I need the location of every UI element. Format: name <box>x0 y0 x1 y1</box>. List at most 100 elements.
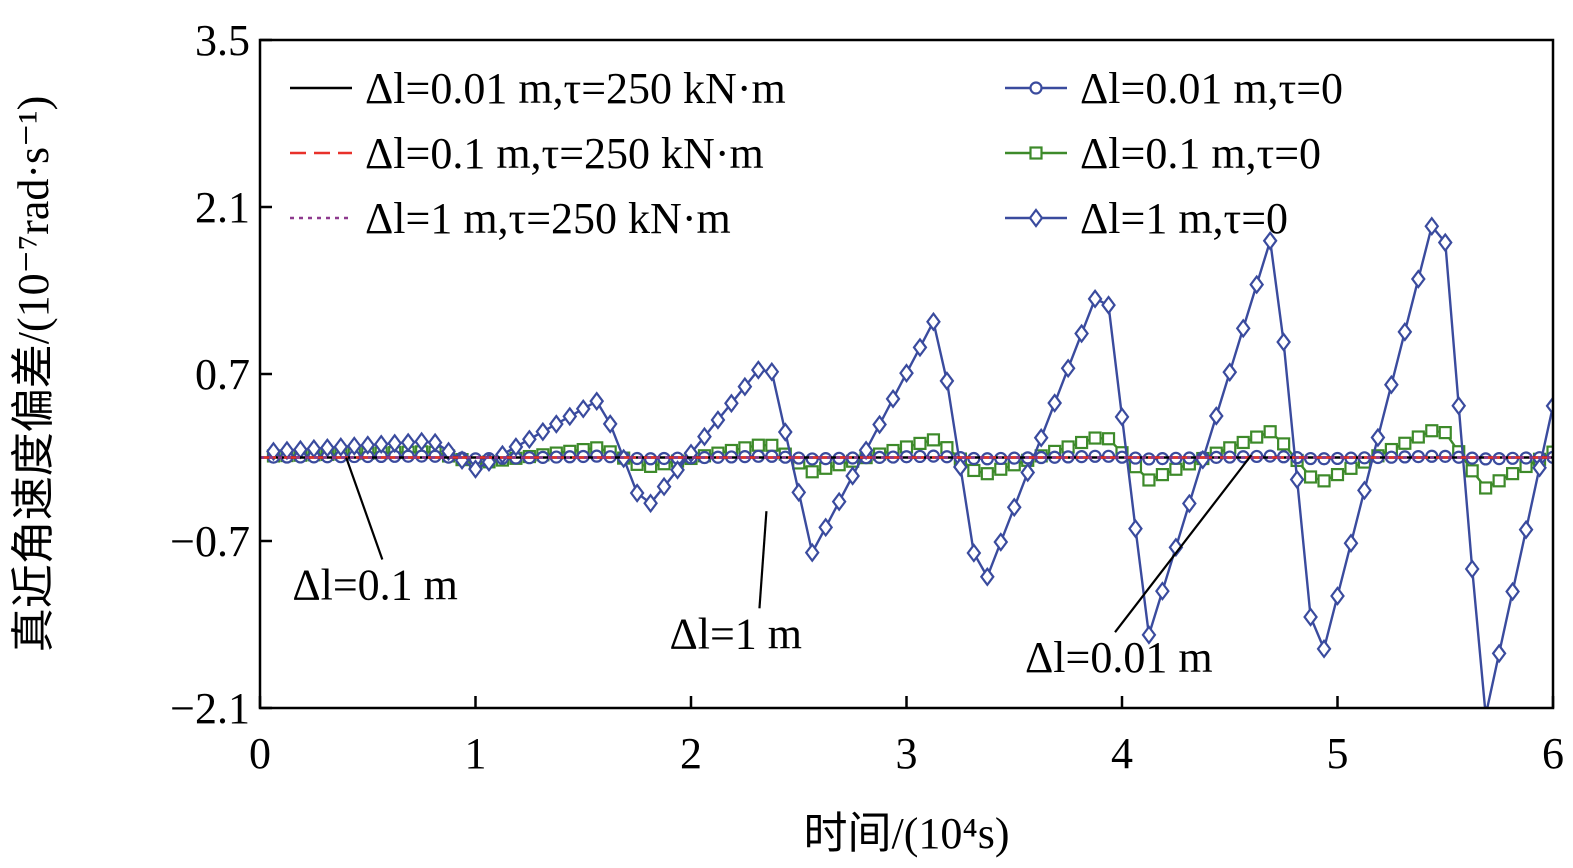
series-5-point <box>1330 586 1345 606</box>
series-4-point <box>1155 468 1170 482</box>
series-4-point <box>1263 425 1277 439</box>
series-4-point <box>1142 473 1156 487</box>
series-5-point <box>1316 639 1332 659</box>
legend-item: Δl=0.01 m,τ=250 kN·m <box>290 64 786 113</box>
series-5-point <box>724 393 739 414</box>
legend-label: Δl=0.01 m,τ=0 <box>1080 64 1343 113</box>
series-5-point <box>1006 497 1022 518</box>
series-5-point <box>1276 332 1291 352</box>
legend-item: Δl=0.1 m,τ=250 kN·m <box>290 129 764 178</box>
series-5-point <box>791 482 807 503</box>
series-5-point <box>1532 457 1547 478</box>
series-5-point <box>845 466 860 486</box>
series-5-point <box>670 460 685 480</box>
series-3-point <box>980 452 994 466</box>
series-3-point <box>1425 449 1439 463</box>
y-axis-title: 真近角速度偏差/(10⁻⁷rad·s⁻¹) <box>9 96 58 652</box>
series-3-point <box>1317 452 1331 466</box>
series-5-point <box>548 414 564 434</box>
x-tick-label: 6 <box>1542 729 1564 778</box>
axis-ticks: 0 1 2 3 4 5 6 3.5 2.1 0.7 −0.7 −2.1 <box>170 16 1564 778</box>
series-5-point <box>1047 393 1063 413</box>
series-4-point <box>1088 431 1102 445</box>
series-5-point <box>656 476 672 497</box>
series-4-point <box>1317 474 1331 488</box>
series-5-point <box>1451 395 1467 416</box>
series-4-point <box>967 463 981 478</box>
x-tick-label: 3 <box>896 729 918 778</box>
series-5-point <box>1101 295 1116 315</box>
series-4-point <box>1303 470 1318 484</box>
annotation-leader <box>1114 454 1253 633</box>
series-5-point <box>629 483 645 503</box>
series-4-point <box>1479 481 1493 495</box>
series-5-point <box>266 441 281 462</box>
y-tick-label: 3.5 <box>195 16 250 65</box>
series-4-point <box>1029 146 1043 160</box>
series-5-point <box>777 422 793 442</box>
legend-label: Δl=1 m,τ=0 <box>1080 194 1288 243</box>
series-4-point <box>1330 467 1345 482</box>
series-5-point <box>912 337 928 358</box>
series-5-point <box>1483 705 1488 708</box>
x-axis-title: 时间/(10⁴s) <box>804 809 1010 858</box>
series-5-point <box>319 437 335 458</box>
series-5-point <box>1491 643 1507 664</box>
series-5-point <box>1397 322 1413 342</box>
series-4-point <box>1250 430 1264 444</box>
series-3-point <box>1142 452 1156 466</box>
series-5-point <box>346 436 362 456</box>
series-5-point <box>1384 374 1399 395</box>
series-4-point <box>1411 430 1425 444</box>
series-5-point <box>1235 318 1251 339</box>
series-5-point <box>1128 518 1143 539</box>
series-5-point <box>387 433 403 454</box>
legend-item: Δl=0.01 m,τ=0 <box>1005 64 1343 113</box>
series-4-point <box>1236 435 1250 450</box>
series-4-point <box>1101 432 1116 446</box>
series-5-point <box>926 311 941 332</box>
series-4-point <box>1277 437 1291 451</box>
series-5-point <box>872 414 887 435</box>
series-5-point <box>979 566 995 587</box>
y-tick-label: 2.1 <box>195 183 250 232</box>
legend-label: Δl=1 m,τ=250 kN·m <box>365 194 731 243</box>
series-4-point <box>765 438 779 452</box>
series-5-point <box>441 441 456 462</box>
annotation-leader <box>758 511 768 609</box>
annotation: Δl=0.1 m <box>292 457 458 609</box>
series-5-point <box>508 437 524 457</box>
x-tick-label: 2 <box>680 729 702 778</box>
series-4-point <box>1505 467 1520 481</box>
series-3-point <box>1029 81 1043 95</box>
series-3-point <box>926 449 941 463</box>
series-5-point <box>697 426 712 447</box>
series-5-point <box>1424 216 1440 237</box>
series-5-point <box>1289 469 1305 490</box>
annotation-label: Δl=1 m <box>669 609 802 658</box>
series-5-point <box>522 429 537 450</box>
annotation-label: Δl=0.01 m <box>1025 633 1213 682</box>
series-5-point <box>400 432 416 453</box>
series-4-point <box>926 433 941 447</box>
series-5-point <box>764 361 780 382</box>
series-5-point <box>468 459 483 479</box>
y-tick-label: −2.1 <box>170 684 250 733</box>
series-5-point <box>1518 519 1534 540</box>
legend-item: Δl=1 m,τ=250 kN·m <box>290 194 731 243</box>
series-5-point <box>804 542 820 563</box>
annotations: Δl=0.1 m Δl=1 m Δl=0.01 m <box>292 454 1253 682</box>
series-5-point <box>1357 480 1372 501</box>
series-3-point <box>1263 449 1277 463</box>
y-tick-label: 0.7 <box>195 350 250 399</box>
series-5-point <box>562 406 578 427</box>
series-5-point <box>1437 232 1453 253</box>
legend-item: Δl=1 m,τ=0 <box>1005 194 1288 243</box>
series-5-point <box>710 410 726 430</box>
series-5-point <box>1370 427 1386 448</box>
series-5-point <box>1141 625 1157 645</box>
series-5-point <box>1505 581 1520 602</box>
legend-item: Δl=0.1 m,τ=0 <box>1005 129 1321 178</box>
series-5-line <box>273 223 1553 708</box>
series-4-point <box>1465 464 1479 478</box>
